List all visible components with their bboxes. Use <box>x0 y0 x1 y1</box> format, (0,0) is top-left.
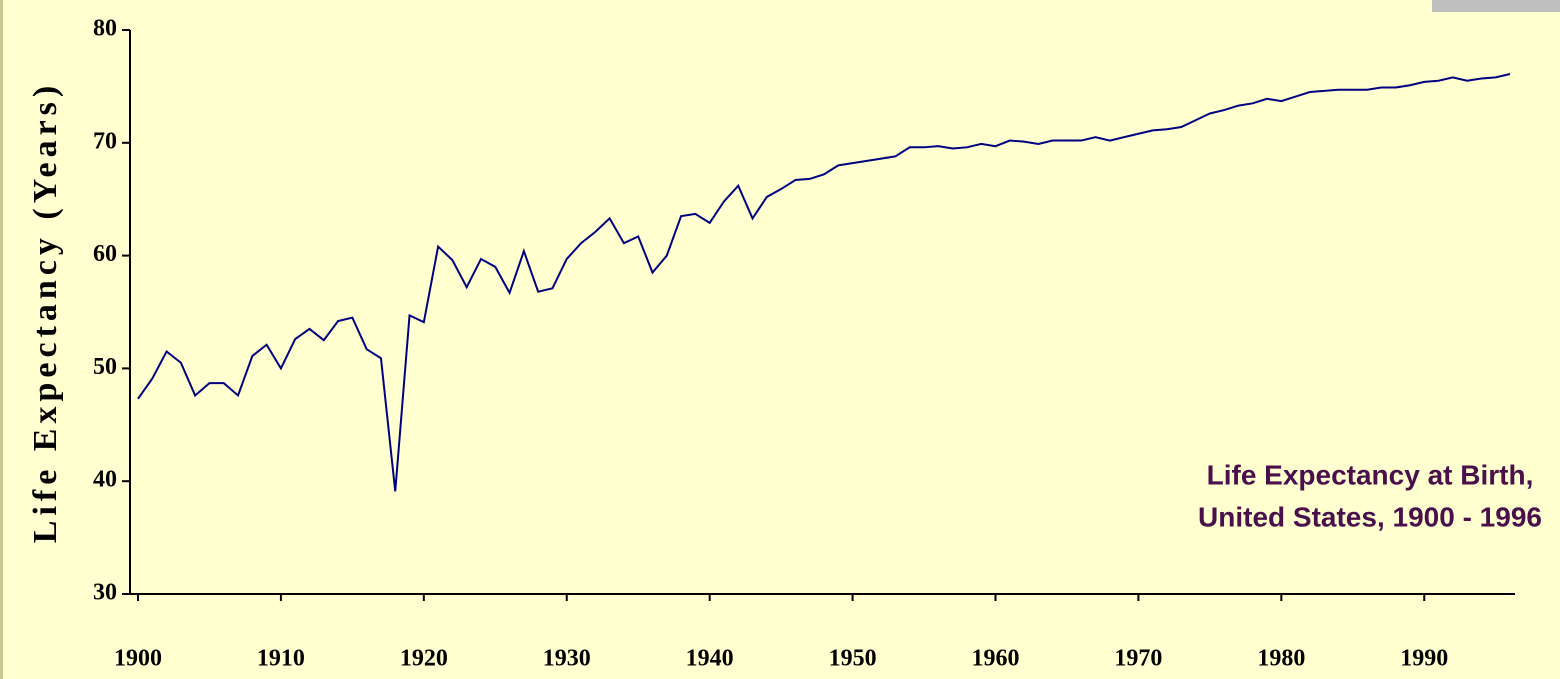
x-tick-label: 1990 <box>1400 646 1448 672</box>
y-axis-label: Life Expectancy (Years) <box>27 81 64 543</box>
left-edge <box>0 0 3 679</box>
y-tick-label: 70 <box>93 128 117 154</box>
y-tick-label: 50 <box>93 354 117 380</box>
y-tick-label: 60 <box>93 241 117 267</box>
x-tick-label: 1910 <box>257 646 305 672</box>
x-tick-label: 1930 <box>543 646 591 672</box>
x-tick-label: 1970 <box>1114 646 1162 672</box>
x-tick-label: 1940 <box>686 646 734 672</box>
annotation: United States, 1900 - 1996 <box>1198 501 1542 532</box>
y-tick-label: 40 <box>93 467 117 493</box>
x-tick-label: 1920 <box>400 646 448 672</box>
x-tick-label: 1980 <box>1257 646 1305 672</box>
data-line <box>137 73 1511 492</box>
corner-box <box>1432 0 1560 12</box>
x-tick-label: 1900 <box>114 646 162 672</box>
y-tick-label: 30 <box>93 580 117 606</box>
x-tick-label: 1960 <box>972 646 1020 672</box>
x-tick-label: 1950 <box>829 646 877 672</box>
y-tick-label: 80 <box>93 16 117 42</box>
annotation: Life Expectancy at Birth, <box>1207 459 1534 490</box>
